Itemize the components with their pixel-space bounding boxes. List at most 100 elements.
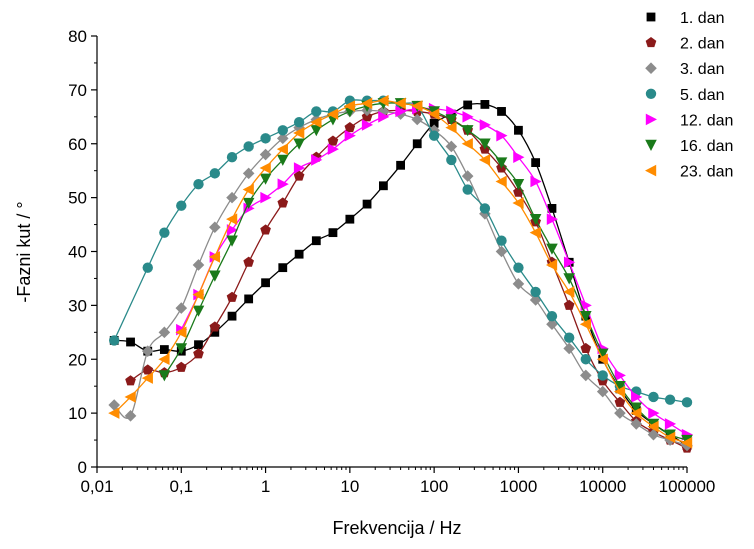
data-point bbox=[614, 369, 626, 382]
data-point bbox=[479, 119, 491, 131]
data-point bbox=[259, 162, 271, 174]
data-point bbox=[362, 199, 372, 209]
data-point bbox=[158, 353, 170, 366]
data-point bbox=[630, 418, 643, 430]
data-point bbox=[343, 100, 356, 112]
data-point bbox=[227, 311, 237, 321]
data-point bbox=[278, 263, 288, 273]
legend-label: 23. dan bbox=[680, 164, 733, 181]
data-point bbox=[142, 262, 153, 273]
data-point bbox=[596, 348, 609, 360]
x-tick-label: 0,01 bbox=[80, 477, 113, 496]
data-point bbox=[546, 243, 558, 255]
legend-label: 1. dan bbox=[680, 10, 724, 27]
data-point bbox=[428, 130, 440, 141]
data-point bbox=[361, 119, 374, 131]
series-6 bbox=[158, 98, 693, 447]
data-point bbox=[631, 391, 643, 403]
x-tick-label: 10 bbox=[340, 477, 359, 496]
data-point bbox=[563, 332, 575, 343]
data-point bbox=[293, 127, 305, 139]
data-point bbox=[259, 173, 272, 185]
data-point bbox=[514, 125, 523, 135]
data-point bbox=[563, 286, 575, 298]
data-point bbox=[293, 138, 305, 150]
data-point bbox=[495, 245, 508, 258]
data-point bbox=[141, 345, 154, 357]
data-point bbox=[664, 394, 676, 405]
series-1 bbox=[109, 100, 692, 450]
data-point bbox=[311, 236, 321, 246]
data-point bbox=[580, 369, 592, 382]
data-point bbox=[226, 235, 238, 247]
data-point bbox=[259, 148, 272, 161]
data-point bbox=[194, 340, 203, 350]
data-point bbox=[243, 141, 254, 152]
data-point bbox=[242, 197, 255, 210]
data-point bbox=[596, 385, 609, 398]
data-point bbox=[395, 105, 407, 118]
data-point bbox=[209, 321, 221, 332]
y-tick-label: 60 bbox=[68, 135, 87, 154]
legend-entry: 2. dan bbox=[645, 36, 724, 53]
data-point bbox=[480, 100, 490, 109]
data-point bbox=[461, 170, 474, 182]
data-point bbox=[159, 227, 170, 238]
legend-marker bbox=[645, 88, 657, 100]
data-point bbox=[647, 428, 660, 441]
y-tick-label: 80 bbox=[68, 27, 87, 46]
x-tick-label: 10000 bbox=[579, 477, 626, 496]
data-point bbox=[546, 213, 558, 225]
y-tick-label: 70 bbox=[68, 81, 87, 100]
y-tick-label: 10 bbox=[68, 404, 87, 423]
data-point bbox=[176, 200, 187, 211]
fit-line bbox=[180, 107, 688, 436]
x-tick-label: 1 bbox=[261, 477, 270, 496]
x-tick-label: 0,1 bbox=[169, 477, 193, 496]
y-tick-label: 30 bbox=[68, 296, 87, 315]
data-point bbox=[546, 318, 558, 331]
legend-label: 5. dan bbox=[680, 87, 724, 104]
data-point bbox=[158, 370, 171, 382]
data-point bbox=[175, 361, 187, 372]
x-tick-label: 1000 bbox=[500, 477, 538, 496]
data-point bbox=[545, 259, 558, 271]
data-point bbox=[226, 213, 238, 225]
legend-entry: 3. dan bbox=[645, 61, 724, 78]
data-point bbox=[531, 158, 541, 168]
data-point bbox=[209, 168, 221, 179]
data-point bbox=[344, 121, 356, 133]
data-point bbox=[547, 204, 557, 213]
data-point bbox=[597, 370, 608, 381]
data-point bbox=[277, 125, 288, 136]
data-point bbox=[512, 197, 524, 209]
legend-label: 16. dan bbox=[680, 138, 733, 155]
data-point bbox=[293, 162, 306, 174]
data-point bbox=[327, 135, 339, 146]
data-point bbox=[276, 132, 289, 145]
data-point bbox=[293, 170, 305, 181]
data-point bbox=[226, 152, 238, 163]
data-point bbox=[175, 302, 188, 314]
legend-marker bbox=[645, 164, 657, 177]
data-point bbox=[159, 345, 169, 354]
data-point bbox=[276, 154, 289, 166]
data-point bbox=[158, 326, 171, 339]
y-tick-label: 20 bbox=[68, 350, 87, 369]
data-point bbox=[242, 183, 254, 196]
data-point bbox=[208, 251, 221, 263]
legend-label: 3. dan bbox=[680, 61, 724, 78]
data-point bbox=[293, 117, 305, 128]
data-point bbox=[461, 137, 473, 150]
data-point bbox=[193, 178, 204, 190]
data-point bbox=[378, 111, 390, 123]
data-point bbox=[344, 129, 356, 142]
series-layer bbox=[108, 94, 693, 453]
data-point bbox=[529, 213, 542, 226]
legend-marker bbox=[645, 139, 657, 151]
data-point bbox=[277, 178, 289, 190]
data-point bbox=[242, 167, 255, 180]
data-point bbox=[563, 273, 575, 285]
legend-marker bbox=[645, 37, 657, 48]
